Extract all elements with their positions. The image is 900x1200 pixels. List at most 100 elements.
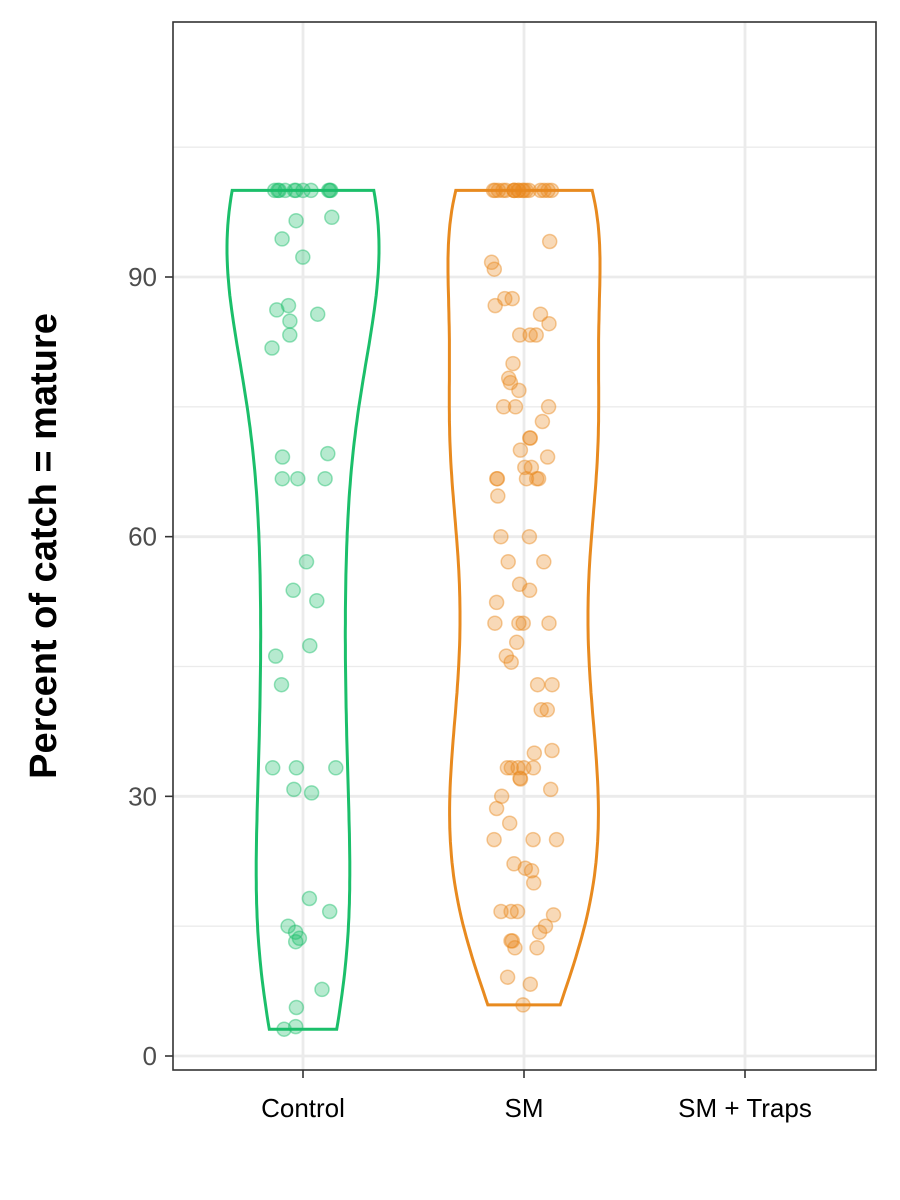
data-point bbox=[309, 306, 326, 322]
data-point bbox=[529, 676, 546, 693]
x-tick-label: Control bbox=[261, 1093, 345, 1123]
data-point bbox=[536, 182, 552, 199]
data-point bbox=[500, 370, 517, 387]
data-point bbox=[523, 459, 540, 476]
data-point bbox=[295, 182, 311, 199]
data-point bbox=[502, 374, 519, 391]
violin-control bbox=[225, 188, 381, 1031]
y-axis-title: Percent of catch = mature bbox=[23, 313, 65, 779]
data-point bbox=[487, 182, 503, 199]
jitter-points bbox=[264, 182, 565, 1037]
data-point bbox=[521, 182, 537, 199]
data-point bbox=[539, 449, 556, 465]
data-point bbox=[532, 306, 549, 322]
data-point bbox=[503, 933, 519, 949]
data-point bbox=[537, 918, 554, 934]
data-point bbox=[489, 470, 505, 487]
data-point bbox=[309, 592, 325, 609]
data-point bbox=[512, 771, 529, 787]
data-point bbox=[515, 182, 532, 199]
data-point bbox=[532, 182, 549, 199]
data-point bbox=[510, 760, 526, 776]
data-point bbox=[503, 760, 520, 776]
data-point bbox=[288, 182, 304, 199]
data-point bbox=[303, 182, 319, 199]
data-point bbox=[291, 930, 308, 947]
data-point bbox=[543, 182, 560, 199]
data-point bbox=[500, 554, 516, 570]
data-point bbox=[512, 770, 528, 786]
data-point bbox=[282, 313, 298, 329]
data-point bbox=[506, 856, 522, 872]
data-point bbox=[511, 327, 528, 343]
data-point bbox=[486, 831, 502, 848]
x-axis: Control SM SM + Traps bbox=[261, 1070, 812, 1123]
data-point bbox=[501, 815, 518, 831]
data-point bbox=[495, 399, 512, 415]
data-point bbox=[287, 933, 304, 950]
data-point bbox=[541, 315, 557, 332]
data-point bbox=[531, 924, 548, 940]
data-point bbox=[302, 637, 318, 654]
data-point bbox=[525, 875, 542, 891]
x-tick-label: SM bbox=[505, 1093, 544, 1123]
y-tick-label: 0 bbox=[143, 1041, 157, 1071]
data-point bbox=[508, 634, 525, 651]
violin-sm bbox=[446, 188, 602, 1007]
data-point bbox=[298, 554, 315, 570]
data-point bbox=[522, 430, 539, 446]
data-point bbox=[288, 999, 305, 1016]
data-point bbox=[280, 918, 296, 934]
data-point bbox=[271, 182, 287, 199]
data-point bbox=[514, 182, 531, 199]
data-point bbox=[286, 781, 302, 798]
data-point bbox=[266, 182, 283, 199]
data-point bbox=[507, 940, 523, 956]
data-point bbox=[277, 182, 293, 199]
data-point bbox=[540, 182, 556, 199]
data-point bbox=[486, 261, 503, 277]
data-point bbox=[533, 702, 549, 718]
data-point bbox=[287, 1018, 304, 1035]
y-tick-label: 60 bbox=[128, 522, 157, 552]
data-point bbox=[320, 445, 336, 462]
data-point bbox=[516, 760, 532, 776]
data-point bbox=[288, 212, 304, 229]
y-axis: 0 30 60 90 bbox=[128, 262, 173, 1071]
data-point bbox=[288, 760, 305, 776]
data-point bbox=[301, 890, 318, 907]
data-point bbox=[541, 615, 557, 631]
data-point bbox=[490, 182, 507, 199]
data-point bbox=[510, 182, 527, 199]
data-point bbox=[518, 470, 535, 487]
data-point bbox=[505, 355, 521, 372]
y-tick-label: 30 bbox=[128, 781, 157, 811]
data-point bbox=[511, 382, 527, 399]
data-point bbox=[503, 654, 519, 670]
data-point bbox=[522, 327, 538, 343]
data-point bbox=[515, 615, 531, 631]
data-point bbox=[269, 302, 285, 318]
data-point bbox=[506, 182, 522, 199]
data-point bbox=[274, 470, 291, 487]
data-point bbox=[511, 576, 528, 593]
data-point bbox=[498, 182, 514, 199]
data-point bbox=[504, 290, 520, 307]
data-point bbox=[493, 528, 509, 545]
data-point bbox=[274, 449, 291, 465]
data-point bbox=[489, 470, 506, 487]
data-point bbox=[510, 182, 526, 199]
data-point bbox=[495, 182, 511, 199]
data-point bbox=[540, 399, 557, 415]
data-point bbox=[290, 470, 306, 487]
data-point bbox=[264, 760, 281, 776]
data-point bbox=[544, 676, 560, 693]
data-point bbox=[264, 340, 280, 356]
data-point bbox=[529, 940, 545, 956]
data-point bbox=[321, 903, 338, 920]
data-point bbox=[521, 528, 538, 545]
data-point bbox=[503, 903, 519, 920]
data-point bbox=[493, 903, 509, 920]
data-point bbox=[324, 209, 340, 226]
